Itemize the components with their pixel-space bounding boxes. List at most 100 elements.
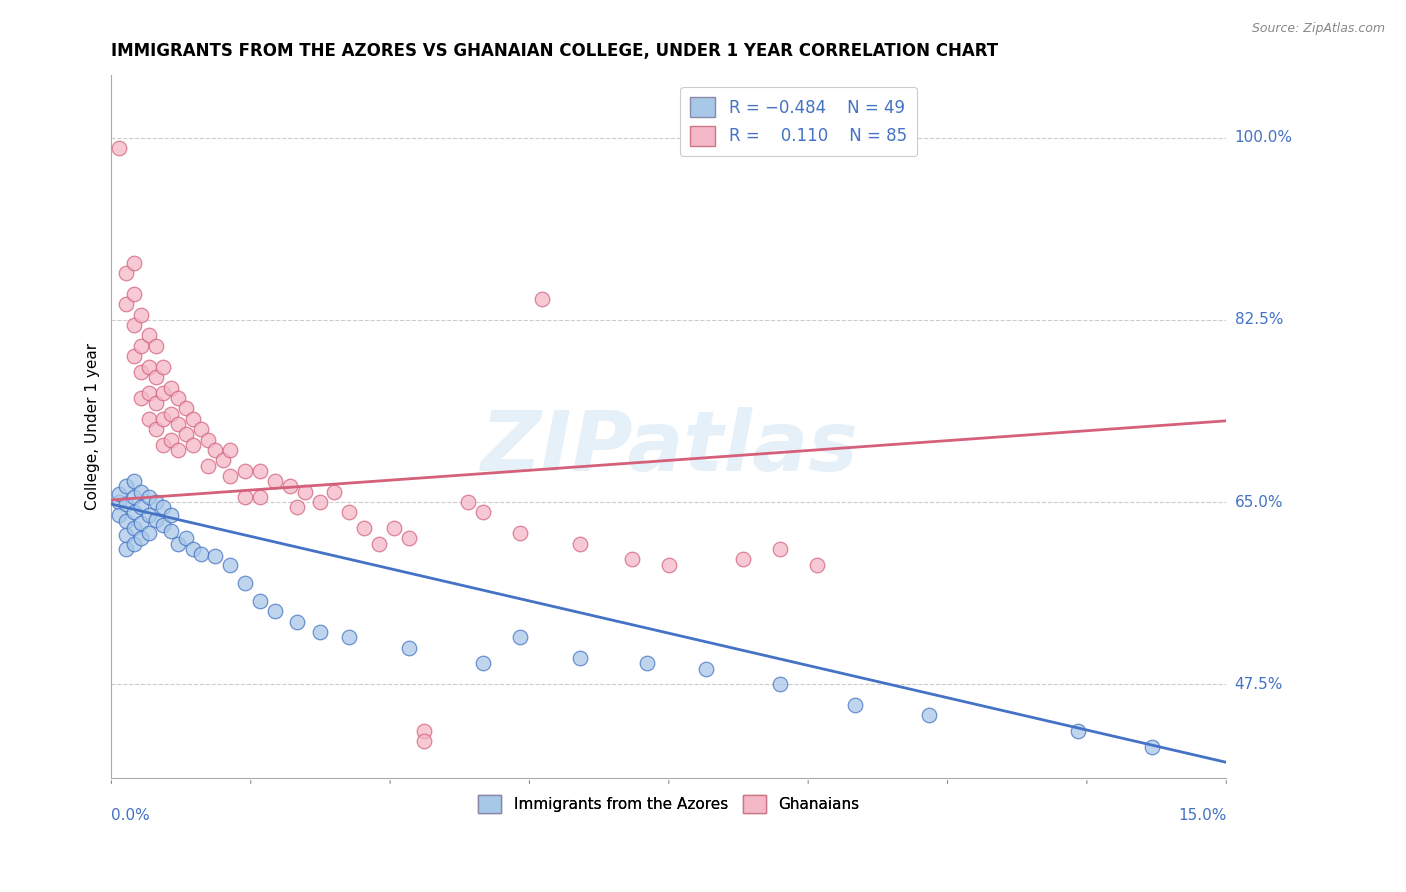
- Point: [152, 411, 174, 425]
- Point: [249, 464, 271, 478]
- Point: [167, 442, 190, 457]
- Point: [769, 677, 792, 691]
- Point: [138, 508, 160, 522]
- Point: [219, 469, 242, 483]
- Point: [122, 537, 145, 551]
- Text: Source: ZipAtlas.com: Source: ZipAtlas.com: [1251, 22, 1385, 36]
- Point: [368, 537, 391, 551]
- Point: [138, 328, 160, 343]
- Point: [160, 524, 183, 539]
- Point: [398, 532, 420, 546]
- Point: [174, 427, 197, 442]
- Point: [212, 453, 235, 467]
- Point: [219, 558, 242, 572]
- Text: 0.0%: 0.0%: [111, 808, 150, 823]
- Point: [129, 308, 152, 322]
- Point: [204, 549, 226, 564]
- Legend: Immigrants from the Azores, Ghanaians: Immigrants from the Azores, Ghanaians: [472, 789, 866, 820]
- Point: [412, 724, 434, 739]
- Point: [509, 631, 531, 645]
- Point: [181, 411, 204, 425]
- Point: [531, 292, 554, 306]
- Point: [568, 651, 591, 665]
- Point: [806, 558, 828, 572]
- Point: [285, 500, 308, 515]
- Point: [233, 576, 256, 591]
- Point: [337, 631, 360, 645]
- Point: [353, 521, 375, 535]
- Point: [145, 339, 167, 353]
- Point: [412, 734, 434, 748]
- Point: [658, 558, 681, 572]
- Point: [108, 141, 131, 155]
- Point: [129, 365, 152, 379]
- Point: [174, 401, 197, 416]
- Point: [129, 516, 152, 530]
- Point: [197, 458, 219, 473]
- Point: [145, 495, 167, 509]
- Point: [278, 479, 301, 493]
- Point: [152, 500, 174, 515]
- Point: [115, 541, 138, 556]
- Point: [918, 708, 941, 723]
- Point: [145, 513, 167, 527]
- Point: [138, 359, 160, 374]
- Point: [323, 484, 346, 499]
- Point: [285, 615, 308, 629]
- Point: [1066, 724, 1088, 739]
- Point: [138, 490, 160, 504]
- Point: [129, 339, 152, 353]
- Point: [129, 532, 152, 546]
- Point: [337, 505, 360, 519]
- Point: [174, 532, 197, 546]
- Point: [472, 505, 495, 519]
- Point: [160, 407, 183, 421]
- Point: [233, 464, 256, 478]
- Point: [160, 380, 183, 394]
- Point: [167, 391, 190, 405]
- Point: [152, 518, 174, 533]
- Point: [160, 433, 183, 447]
- Point: [769, 541, 792, 556]
- Text: IMMIGRANTS FROM THE AZORES VS GHANAIAN COLLEGE, UNDER 1 YEAR CORRELATION CHART: IMMIGRANTS FROM THE AZORES VS GHANAIAN C…: [111, 42, 998, 60]
- Point: [160, 508, 183, 522]
- Point: [138, 526, 160, 541]
- Text: 47.5%: 47.5%: [1234, 677, 1282, 691]
- Point: [122, 349, 145, 363]
- Point: [152, 438, 174, 452]
- Text: 100.0%: 100.0%: [1234, 130, 1292, 145]
- Point: [122, 318, 145, 332]
- Point: [294, 484, 316, 499]
- Text: 82.5%: 82.5%: [1234, 312, 1282, 327]
- Point: [181, 541, 204, 556]
- Text: 65.0%: 65.0%: [1234, 494, 1284, 509]
- Point: [122, 490, 145, 504]
- Point: [1140, 739, 1163, 754]
- Point: [108, 495, 131, 509]
- Point: [122, 505, 145, 519]
- Point: [122, 286, 145, 301]
- Point: [249, 490, 271, 504]
- Point: [382, 521, 405, 535]
- Y-axis label: College, Under 1 year: College, Under 1 year: [86, 343, 100, 510]
- Point: [457, 495, 479, 509]
- Point: [844, 698, 866, 712]
- Point: [108, 486, 131, 500]
- Text: 15.0%: 15.0%: [1178, 808, 1226, 823]
- Point: [204, 442, 226, 457]
- Point: [115, 266, 138, 280]
- Point: [308, 625, 330, 640]
- Point: [152, 359, 174, 374]
- Point: [115, 479, 138, 493]
- Point: [620, 552, 643, 566]
- Point: [398, 640, 420, 655]
- Point: [181, 438, 204, 452]
- Point: [308, 495, 330, 509]
- Point: [145, 422, 167, 436]
- Point: [138, 385, 160, 400]
- Point: [219, 442, 242, 457]
- Point: [129, 484, 152, 499]
- Point: [108, 508, 131, 522]
- Point: [115, 497, 138, 511]
- Point: [233, 490, 256, 504]
